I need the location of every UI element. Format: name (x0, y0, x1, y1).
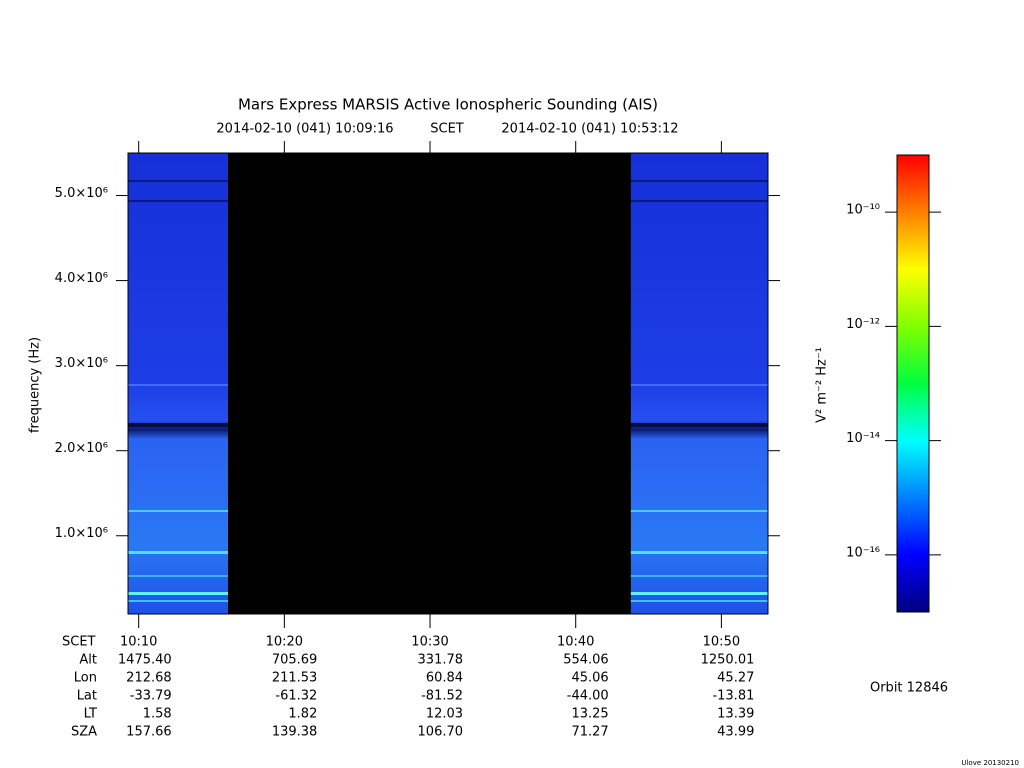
ephemeris-value: 106.70 (418, 725, 464, 740)
x-tick-label: 10:40 (557, 635, 594, 650)
colorbar (896, 154, 930, 613)
spectrogram-segment (128, 153, 229, 614)
ephemeris-value: 554.06 (563, 653, 609, 668)
y-tick-label: 4.0×10⁶ (55, 271, 108, 286)
footer-label: Ulove 20130210 (961, 759, 1019, 767)
ephemeris-value: 60.84 (426, 671, 463, 686)
ephemeris-value: 45.27 (717, 671, 754, 686)
y-tick-label: 5.0×10⁶ (55, 186, 108, 201)
plot-frame (127, 152, 769, 615)
ephemeris-row-label: Alt (79, 653, 97, 668)
colorbar-tick-label: 10⁻¹² (846, 317, 880, 332)
ephemeris-row-label: LT (84, 707, 97, 722)
ephemeris-value: 71.27 (571, 725, 608, 740)
ephemeris-value: 212.68 (126, 671, 172, 686)
colorbar-tick-label: 10⁻¹⁰ (846, 203, 880, 218)
ephemeris-row-label: Lon (74, 671, 97, 686)
spectrogram-segment (630, 153, 768, 614)
colorbar-tick-label: 10⁻¹⁴ (846, 431, 880, 446)
ephemeris-value: 1475.40 (118, 653, 172, 668)
ephemeris-value: 45.06 (571, 671, 608, 686)
ephemeris-scet-label: SCET (62, 635, 96, 650)
subtitle-end: 2014-02-10 (041) 10:53:12 (501, 122, 678, 137)
ephemeris-value: -61.32 (275, 689, 317, 704)
subtitle-label: SCET (430, 122, 464, 137)
y-tick-label: 3.0×10⁶ (55, 356, 108, 371)
ephemeris-value: 1.82 (288, 707, 317, 722)
y-axis-label: frequency (Hz) (28, 337, 43, 433)
x-tick-label: 10:10 (120, 635, 157, 650)
chart-title: Mars Express MARSIS Active Ionospheric S… (238, 96, 658, 114)
ephemeris-value: 1.58 (143, 707, 172, 722)
orbit-label: Orbit 12846 (870, 681, 948, 696)
colorbar-tick-label: 10⁻¹⁶ (846, 545, 880, 560)
ephemeris-value: -13.81 (712, 689, 754, 704)
ephemeris-value: 331.78 (418, 653, 464, 668)
ephemeris-value: -33.79 (130, 689, 172, 704)
ephemeris-value: 211.53 (272, 671, 318, 686)
ephemeris-value: 43.99 (717, 725, 754, 740)
subtitle-start: 2014-02-10 (041) 10:09:16 (216, 122, 393, 137)
x-tick-label: 10:30 (411, 635, 448, 650)
ephemeris-row-label: SZA (71, 725, 97, 740)
ephemeris-value: 139.38 (272, 725, 318, 740)
ephemeris-value: -81.52 (421, 689, 463, 704)
ephemeris-value: 12.03 (426, 707, 463, 722)
colorbar-label: V² m⁻² Hz⁻¹ (815, 347, 830, 423)
ephemeris-value: 1250.01 (701, 653, 755, 668)
y-tick-label: 1.0×10⁶ (55, 526, 108, 541)
ephemeris-value: -44.00 (567, 689, 609, 704)
x-tick-label: 10:20 (266, 635, 303, 650)
x-tick-label: 10:50 (703, 635, 740, 650)
ephemeris-row-label: Lat (77, 689, 97, 704)
ephemeris-value: 13.39 (717, 707, 754, 722)
ephemeris-value: 705.69 (272, 653, 318, 668)
y-tick-label: 2.0×10⁶ (55, 441, 108, 456)
ephemeris-value: 13.25 (571, 707, 608, 722)
ephemeris-value: 157.66 (126, 725, 172, 740)
